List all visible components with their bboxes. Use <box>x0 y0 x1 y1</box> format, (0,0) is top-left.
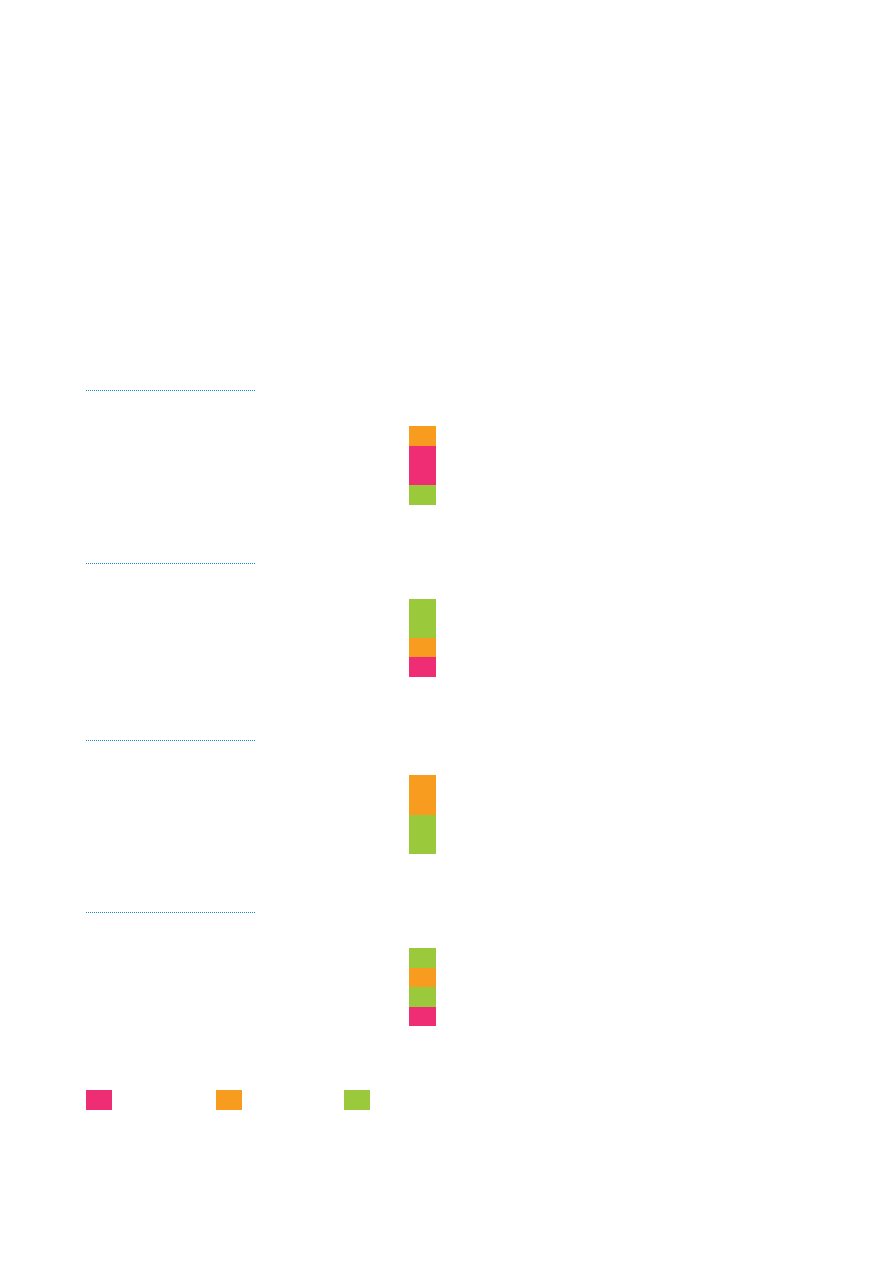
status-block <box>409 657 436 677</box>
section-divider <box>86 563 255 564</box>
status-block <box>409 485 436 505</box>
status-block <box>409 987 436 1007</box>
status-block <box>409 446 436 466</box>
status-block <box>409 775 436 795</box>
status-block <box>409 599 436 619</box>
status-block <box>409 795 436 815</box>
status-block <box>409 948 436 968</box>
legend-swatch-green <box>344 1090 370 1110</box>
status-block <box>409 1007 436 1026</box>
legend-swatch-pink <box>86 1090 112 1110</box>
status-block <box>409 638 436 657</box>
section-divider <box>86 912 255 913</box>
status-block <box>409 835 436 854</box>
section-divider <box>86 390 255 391</box>
status-block <box>409 426 436 446</box>
status-block <box>409 968 436 987</box>
status-block <box>409 466 436 485</box>
legend-swatch-orange <box>216 1090 242 1110</box>
status-block <box>409 619 436 638</box>
section-divider <box>86 740 255 741</box>
status-block <box>409 815 436 835</box>
